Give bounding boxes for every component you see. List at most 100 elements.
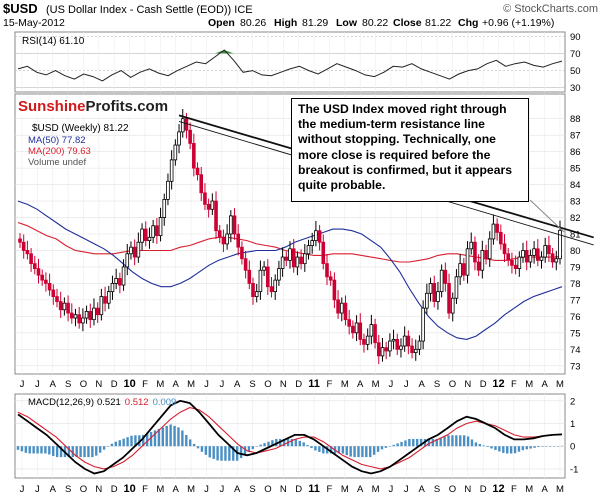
- macd-x-label: O: [80, 484, 87, 495]
- candle-body: [262, 266, 266, 271]
- candle-body: [288, 248, 292, 261]
- annotation-callout: The USD Index moved right through the me…: [291, 98, 529, 202]
- candle-body: [347, 319, 351, 327]
- price-tick-label: 87: [570, 131, 581, 142]
- candle-body: [155, 225, 159, 237]
- macd-histogram-bar: [44, 446, 47, 454]
- candle-body: [66, 302, 70, 314]
- candle-body: [254, 291, 259, 297]
- candle-body: [214, 200, 218, 232]
- macd-x-label: A: [357, 484, 364, 495]
- macd-histogram-bar: [392, 444, 395, 447]
- macd-histogram-bar: [185, 434, 188, 447]
- candle-body: [177, 131, 181, 146]
- candle-body: [321, 241, 326, 265]
- candle-body: [269, 286, 274, 293]
- macd-histogram-bar: [75, 446, 78, 458]
- macd-histogram-bar: [224, 446, 227, 461]
- candle-body: [480, 250, 485, 271]
- candle-body: [328, 276, 333, 281]
- price-x-label: J: [389, 379, 394, 390]
- ma50-legend: MA(50) 77.82: [28, 135, 86, 146]
- macd-x-label: J: [35, 484, 40, 495]
- macd-histogram-bar: [415, 438, 419, 447]
- description-label: (US Dollar Index - Cash Settle (EOD)) IC…: [46, 4, 253, 16]
- price-tick-label: 78: [570, 279, 581, 290]
- macd-histogram-bar: [52, 446, 55, 456]
- candle-body: [173, 144, 178, 161]
- macd-histogram-bar: [243, 446, 247, 456]
- candle-body: [395, 339, 400, 350]
- price-x-label: A: [541, 379, 548, 390]
- candle-body: [425, 292, 429, 309]
- macd-histogram-bar: [259, 444, 262, 447]
- price-tick-label: 74: [570, 345, 581, 356]
- candle-body: [502, 243, 507, 255]
- macd-histogram-bar: [560, 445, 564, 447]
- candle-body: [203, 192, 207, 205]
- candle-body: [399, 345, 403, 350]
- macd-histogram-bar: [552, 446, 556, 447]
- macd-histogram-bar: [216, 446, 219, 461]
- price-x-label: O: [449, 379, 456, 390]
- macd-x-label: J: [204, 484, 209, 495]
- price-x-label: D: [480, 379, 487, 390]
- candle-body: [280, 256, 285, 269]
- macd-histogram-bar: [322, 446, 325, 454]
- candle-body: [121, 266, 126, 286]
- candle-body: [132, 246, 137, 258]
- candle-body: [547, 245, 551, 255]
- logo-part1: Sunshine: [18, 98, 86, 115]
- callout-pointer: [529, 199, 565, 233]
- candle-body: [462, 263, 466, 276]
- macd-histogram-bar: [157, 428, 161, 447]
- macd-x-label: D: [295, 484, 302, 495]
- macd-histogram-bar: [384, 446, 388, 448]
- low-value: 80.22: [362, 17, 388, 29]
- candle-body: [476, 261, 481, 271]
- price-x-label: A: [357, 379, 364, 390]
- candle-body: [284, 256, 289, 261]
- macd-histogram-bar: [228, 446, 231, 461]
- macd-x-label: N: [464, 484, 471, 495]
- macd-histogram-bar: [509, 446, 513, 454]
- candle-body: [236, 233, 241, 248]
- macd-histogram-bar: [466, 436, 470, 447]
- macd-x-label: D: [111, 484, 118, 495]
- candle-body: [29, 253, 33, 265]
- macd-x-label: F: [142, 484, 148, 495]
- candle-body: [295, 256, 300, 268]
- macd-histogram-bar: [239, 446, 243, 459]
- macd-histogram-bar: [208, 446, 211, 458]
- macd-tick-label: 2: [570, 396, 575, 407]
- candle-body: [99, 296, 104, 316]
- candle-body: [558, 229, 562, 260]
- macd-histogram-bar: [275, 438, 278, 447]
- price-x-label: D: [111, 379, 118, 390]
- candle-body: [343, 302, 348, 321]
- macd-histogram-bar: [318, 446, 321, 452]
- macd-x-label: J: [389, 484, 394, 495]
- candle-body: [266, 266, 270, 288]
- candle-body: [251, 283, 255, 297]
- logo-box: [16, 95, 158, 115]
- macd-histogram-bar: [298, 440, 301, 447]
- macd-histogram-bar: [267, 441, 270, 447]
- macd-x-label: M: [372, 484, 380, 495]
- candle-body: [550, 253, 555, 263]
- macd-histogram-bar: [138, 435, 141, 447]
- candle-body: [166, 180, 170, 200]
- price-x-label: A: [50, 379, 57, 390]
- candle-body: [247, 269, 252, 284]
- macd-x-label: F: [327, 484, 333, 495]
- candle-body: [40, 274, 44, 281]
- rsi-tick-label: 50: [570, 66, 581, 77]
- candle-body: [513, 264, 518, 269]
- macd-histogram-bar: [521, 446, 525, 451]
- candle-body: [180, 118, 185, 133]
- candle-body: [432, 283, 437, 302]
- candle-body: [114, 278, 118, 284]
- macd-histogram-bar: [20, 446, 24, 452]
- macd-histogram-bar: [506, 446, 509, 454]
- candle-body: [524, 250, 529, 263]
